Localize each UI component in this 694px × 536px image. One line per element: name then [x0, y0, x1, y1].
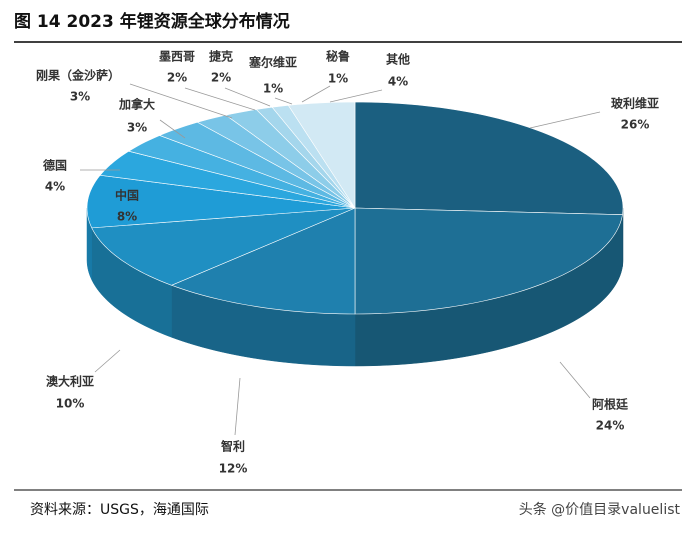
value-label: 12%: [219, 462, 248, 476]
value-label: 3%: [70, 90, 90, 104]
leader-line: [224, 87, 271, 107]
category-label: 德国: [43, 158, 67, 173]
slice: [225, 109, 356, 209]
category-label: 捷克: [209, 49, 233, 64]
leader-line: [159, 119, 186, 139]
value-label: 1%: [263, 82, 283, 96]
category-label: 加拿大: [118, 97, 155, 112]
leader-line: [559, 361, 591, 399]
category-label: 墨西哥: [159, 50, 195, 64]
category-label: 塞尔维亚: [249, 55, 297, 70]
slice: [170, 207, 356, 315]
value-label: 2%: [211, 71, 231, 85]
labels: 玻利维亚 26% 阿根廷 24% 智利 12% 澳大利亚 10% 中国 8% 德国 4% 加拿大 3% 刚果…: [36, 49, 659, 476]
category-label: 澳大利亚: [46, 374, 94, 389]
category-label: 玻利维亚: [611, 96, 659, 111]
category-label: 阿根廷: [592, 397, 629, 412]
value-label: 4%: [388, 75, 408, 89]
slice: [99, 150, 356, 209]
value-label: 4%: [45, 180, 65, 194]
slice: [354, 101, 624, 215]
value-label: 3%: [127, 121, 147, 135]
slice: [86, 174, 356, 229]
slice: [158, 121, 356, 209]
pie-tops: [86, 101, 624, 315]
slice: [354, 207, 623, 315]
category-label: 秘鲁: [326, 49, 350, 64]
leader-line: [184, 87, 256, 111]
leader-line: [129, 83, 233, 119]
chart-title: 图 14 2023 年锂资源全球分布情况: [14, 11, 290, 32]
category-label: 智利: [220, 439, 245, 454]
leader-line: [94, 349, 121, 373]
category-label: 其他: [386, 52, 410, 67]
slice: [127, 135, 356, 209]
value-label: 24%: [596, 419, 625, 433]
source-note: 资料来源：USGS，海通国际: [30, 502, 209, 518]
slice: [287, 101, 356, 210]
leader-line: [529, 111, 601, 129]
leader-line: [274, 97, 293, 105]
watermark: 头条 @价值目录valuelist: [519, 501, 681, 518]
value-label: 1%: [328, 72, 348, 86]
category-label: 中国: [115, 188, 139, 203]
leader-line: [301, 85, 331, 103]
category-label: 刚果（金沙萨）: [36, 68, 120, 83]
value-label: 8%: [117, 210, 137, 224]
leader-line: [329, 89, 383, 103]
value-label: 10%: [56, 397, 85, 411]
value-label: 2%: [167, 71, 187, 85]
leader-line: [234, 377, 241, 436]
slice: [91, 207, 356, 286]
value-label: 26%: [621, 118, 650, 132]
